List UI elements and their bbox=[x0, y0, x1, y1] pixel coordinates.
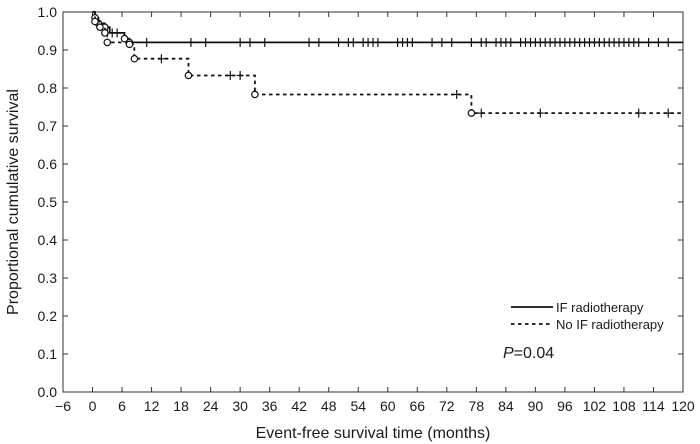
x-tick-label: 54 bbox=[350, 398, 366, 414]
y-tick-label: 0.2 bbox=[38, 308, 58, 324]
event-marker-no-if-radiotherapy bbox=[130, 54, 139, 63]
x-tick-label: 18 bbox=[173, 398, 189, 414]
x-tick-label: 48 bbox=[321, 398, 337, 414]
x-tick-label: 0 bbox=[89, 398, 97, 414]
y-tick-label: 0.3 bbox=[38, 270, 58, 286]
x-tick-label: 78 bbox=[469, 398, 485, 414]
x-tick-label: 114 bbox=[642, 398, 665, 414]
x-tick-label: 60 bbox=[380, 398, 396, 414]
x-axis-label: Event-free survival time (months) bbox=[256, 425, 491, 442]
x-tick-label: 24 bbox=[203, 398, 219, 414]
y-tick-label: 0.4 bbox=[38, 232, 58, 248]
series-no-if-radiotherapy bbox=[91, 11, 683, 118]
p-value-annotation: P=0.04 bbox=[503, 345, 554, 362]
y-axis-ticks: 0.0 0.1 0.2 0.3 0.4 0.5 0.6 0.7 0.8 0.9 1.0 bbox=[38, 4, 683, 400]
event-marker-no-if-radiotherapy bbox=[184, 71, 193, 80]
x-tick-label: 120 bbox=[671, 398, 695, 414]
event-marker-no-if-radiotherapy bbox=[467, 109, 476, 117]
plot-frame bbox=[62, 11, 684, 393]
x-tick-label: 108 bbox=[612, 398, 636, 414]
event-marker-no-if-radiotherapy bbox=[96, 23, 104, 32]
event-marker-no-if-radiotherapy bbox=[103, 38, 112, 47]
x-tick-label: 42 bbox=[291, 398, 307, 414]
legend: IF radiotherapy No IF radiotherapy bbox=[511, 300, 664, 332]
event-marker-if-radiotherapy bbox=[120, 34, 129, 43]
x-tick-label: 66 bbox=[409, 398, 425, 414]
x-tick-label: 102 bbox=[583, 398, 607, 414]
y-tick-label: 0.8 bbox=[38, 80, 58, 96]
legend-label-no-if-radiotherapy: No IF radiotherapy bbox=[556, 317, 664, 332]
y-tick-label: 0.5 bbox=[38, 194, 58, 210]
x-tick-label: 30 bbox=[232, 398, 248, 414]
x-tick-label: 72 bbox=[439, 398, 455, 414]
series-if-radiotherapy bbox=[91, 11, 683, 47]
event-marker-no-if-radiotherapy bbox=[91, 17, 99, 26]
x-tick-label: 90 bbox=[528, 398, 544, 414]
x-tick-label: −6 bbox=[55, 398, 71, 414]
x-tick-label: 84 bbox=[498, 398, 514, 414]
series-layer bbox=[91, 11, 683, 118]
legend-label-if-radiotherapy: IF radiotherapy bbox=[556, 300, 644, 315]
x-tick-label: 12 bbox=[144, 398, 160, 414]
y-tick-label: 0.9 bbox=[38, 42, 58, 58]
x-tick-label: 96 bbox=[557, 398, 573, 414]
y-tick-label: 0.1 bbox=[38, 346, 58, 362]
event-marker-no-if-radiotherapy bbox=[101, 29, 109, 37]
y-tick-label: 0.0 bbox=[38, 384, 58, 400]
y-tick-label: 0.7 bbox=[38, 118, 58, 134]
series-line-no-if-radiotherapy bbox=[92, 11, 683, 114]
plot-border bbox=[62, 11, 684, 393]
y-tick-label: 1.0 bbox=[38, 4, 58, 20]
y-axis-label: Proportional cumulative survival bbox=[5, 89, 22, 315]
p-value-symbol: P bbox=[503, 345, 514, 362]
event-marker-no-if-radiotherapy bbox=[251, 90, 259, 99]
event-marker-no-if-radiotherapy bbox=[125, 40, 134, 49]
y-tick-label: 0.6 bbox=[38, 156, 58, 172]
x-tick-label: 6 bbox=[118, 398, 126, 414]
p-value-number: =0.04 bbox=[514, 345, 555, 362]
x-tick-label: 36 bbox=[262, 398, 278, 414]
x-axis-ticks: −6 0 6 12 18 24 30 36 42 48 54 60 66 72 78 84 90 96 102 108… bbox=[55, 12, 695, 414]
